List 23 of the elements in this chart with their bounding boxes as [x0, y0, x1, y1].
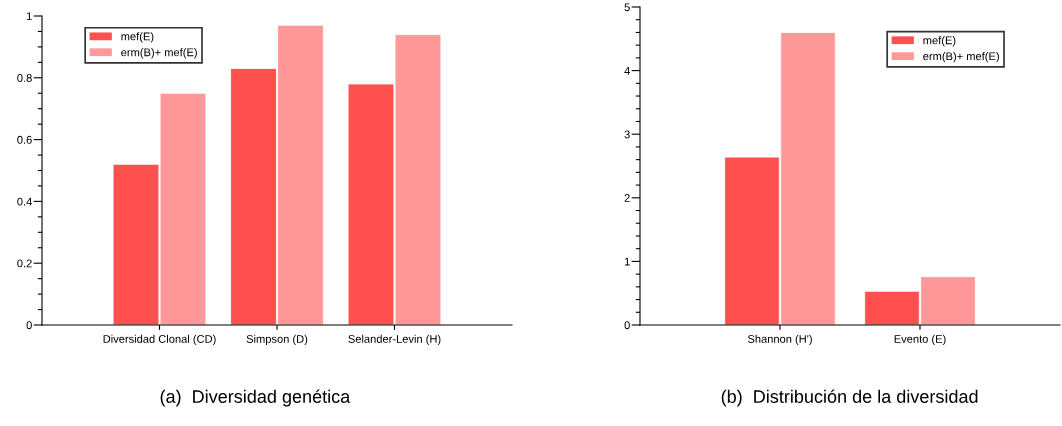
y-tick-label: 3: [624, 130, 630, 139]
y-tick-label: 0.2: [17, 259, 32, 268]
x-tick-label: Selander-Levin (H): [348, 334, 441, 346]
y-tick-label: 4: [624, 66, 630, 75]
y-tick-label: 0: [624, 321, 630, 330]
legend-label: erm(B)+ mef(E): [923, 51, 999, 63]
text: (a) Diversidad genética: [160, 389, 351, 407]
y-tick-label: 0.6: [17, 135, 32, 144]
text: (b) Distribución de la diversidad: [721, 389, 978, 407]
y-tick-label: 0.4: [17, 197, 32, 206]
y-tick-label: 5: [624, 3, 630, 12]
legend-label: mef(E): [923, 36, 956, 47]
y-tick-label: 0: [26, 321, 32, 330]
x-tick-label: Simpson (D): [246, 334, 308, 346]
y-tick-label: 2: [624, 194, 630, 202]
x-tick-label: Diversidad Clonal (CD): [103, 334, 216, 346]
y-tick-label: 0.8: [17, 74, 32, 82]
legend-label: erm(B)+ mef(E): [121, 48, 197, 59]
x-tick-label: Evento (E): [894, 334, 946, 346]
y-tick-label: 1: [26, 12, 32, 21]
x-tick-label: Shannon (H'): [747, 334, 812, 346]
y-tick-label: 1: [624, 257, 630, 266]
legend-label: mef(E): [121, 32, 154, 43]
